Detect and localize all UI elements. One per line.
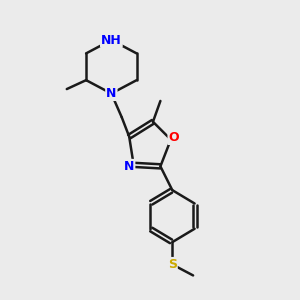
Text: N: N <box>124 160 134 173</box>
Text: NH: NH <box>101 34 122 46</box>
Text: S: S <box>168 258 177 271</box>
Text: O: O <box>169 131 179 144</box>
Text: N: N <box>106 87 116 100</box>
